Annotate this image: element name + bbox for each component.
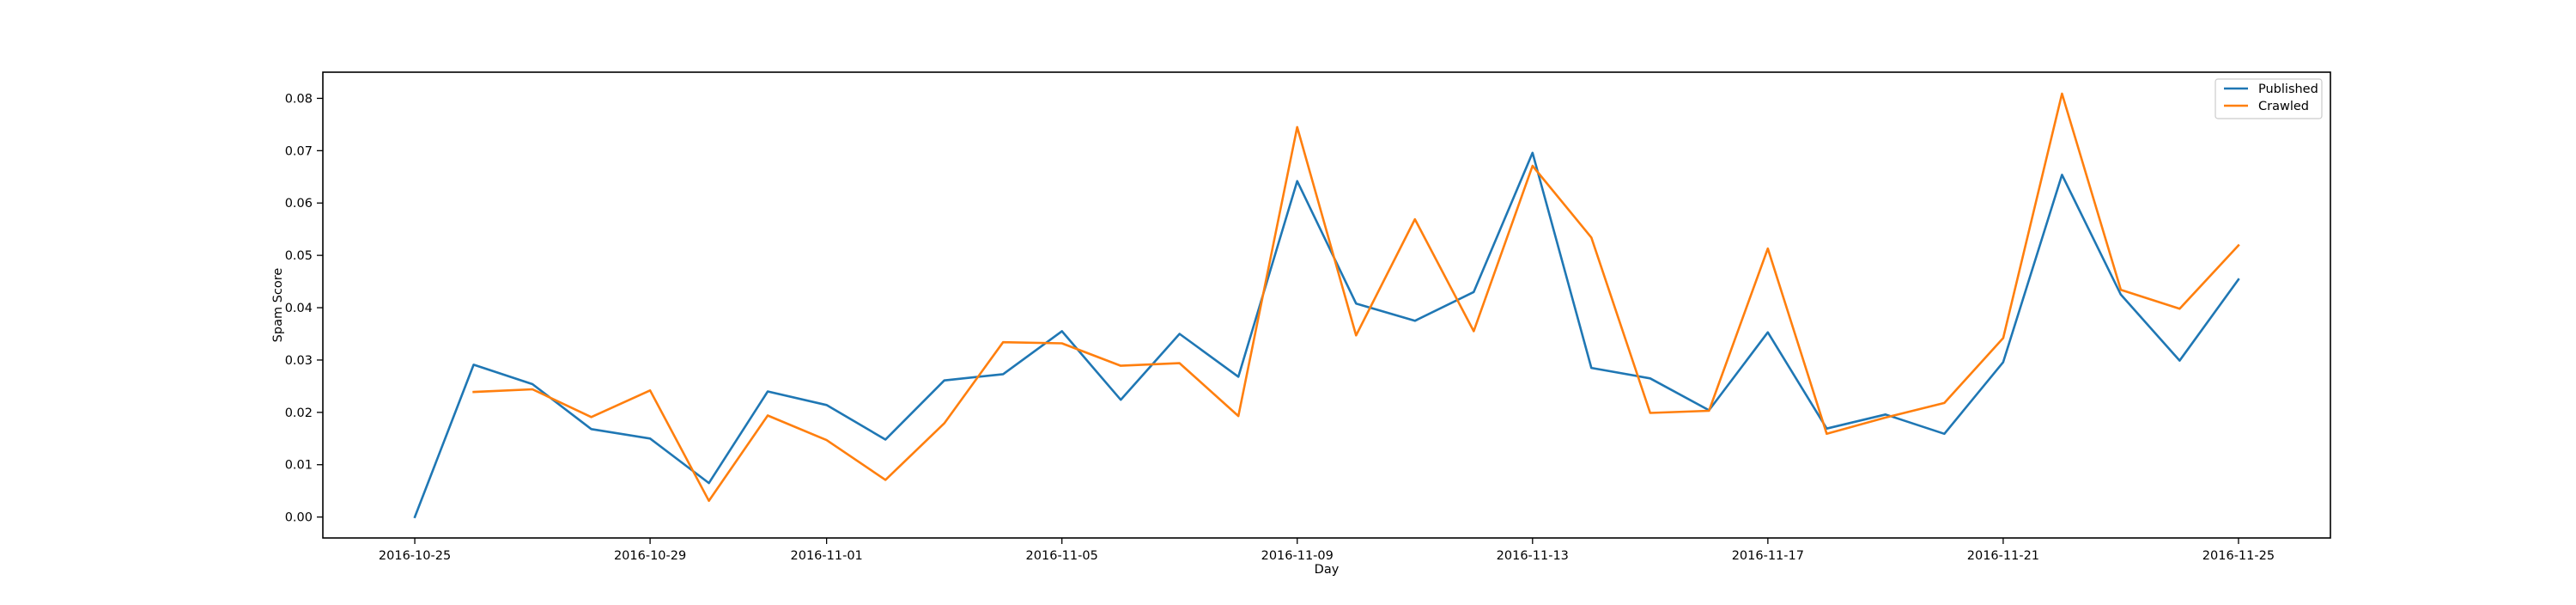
y-tick-label: 0.05 [285,249,313,263]
series-layer [413,92,2240,519]
x-tick-label: 2016-11-13 [1497,549,1569,563]
legend-label-crawled: Crawled [2258,100,2309,113]
x-axis-title: Day [1315,563,1340,577]
y-axis-title: Spam Score [271,268,285,343]
series-line-published [413,151,2240,519]
x-axis: 2016-10-25 2016-10-29 2016-11-01 2016-11-05… [379,538,2275,563]
y-tick-label: 0.00 [285,511,313,525]
x-tick-label: 2016-11-25 [2202,549,2275,563]
x-tick-label: 2016-11-17 [1732,549,1804,563]
y-tick-label: 0.03 [285,354,313,368]
y-tick-label: 0.04 [285,302,313,315]
y-tick-label: 0.01 [285,459,313,473]
y-axis: 0.00 0.01 0.02 0.03 0.04 0.05 0.06 0.07 0.08 [285,92,323,525]
y-tick-label: 0.08 [285,92,313,106]
x-tick-label: 2016-10-25 [379,549,451,563]
legend: Published Crawled [2215,78,2323,119]
plot-area-frame [322,71,2331,539]
x-tick-label: 2016-11-05 [1026,549,1098,563]
y-tick-label: 0.07 [285,144,313,158]
x-tick-label: 2016-11-09 [1261,549,1334,563]
y-tick-label: 0.02 [285,406,313,420]
x-tick-label: 2016-11-21 [1967,549,2039,563]
series-line-crawled [472,92,2240,503]
legend-label-published: Published [2258,82,2318,96]
x-tick-label: 2016-10-29 [614,549,686,563]
y-tick-label: 0.06 [285,197,313,211]
x-tick-label: 2016-11-01 [791,549,863,563]
